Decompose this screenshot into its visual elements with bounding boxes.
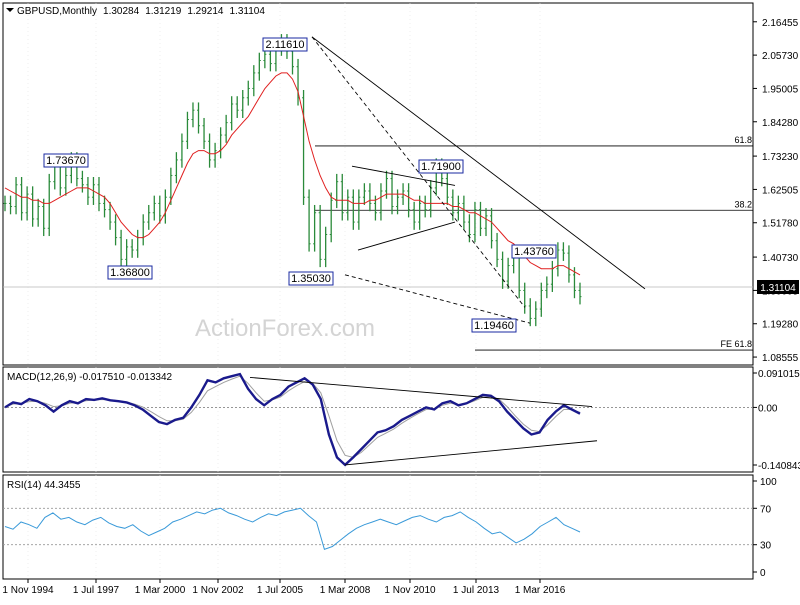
fib-level-label: FE 61.8 <box>720 339 752 349</box>
x-axis-labels: 1 Nov 1994 1 Jul 1997 1 Mar 2000 1 Nov 2002… <box>2 579 566 596</box>
swing-label-text: 1.35030 <box>291 273 331 285</box>
swing-label-text: 1.43760 <box>514 246 554 258</box>
rsi-axis-label: 70 <box>760 504 772 515</box>
swing-label-text: 1.36800 <box>110 267 150 279</box>
current-price-text: 1.31104 <box>760 283 796 294</box>
price-axis-label: 1.40730 <box>762 253 799 264</box>
swing-price-label: 1.35030 <box>288 271 334 286</box>
price-axis-label: 2.16455 <box>762 18 799 29</box>
macd-lower-trendline <box>344 440 598 466</box>
fib-level-label: 38.2 <box>734 199 752 209</box>
price-axis-label: 2.05730 <box>762 51 799 62</box>
price-axis-label: 1.95005 <box>762 84 799 95</box>
rsi-panel-frame <box>2 474 754 580</box>
price-axis-label: 1.51780 <box>762 219 799 230</box>
rsi-axis-label: 100 <box>760 477 777 488</box>
triangle-upper-line <box>351 165 456 186</box>
x-axis-label: 1 Jul 2005 <box>257 585 304 596</box>
main-trendline <box>311 36 646 290</box>
current-price-box <box>757 279 799 294</box>
price-axis-label: 1.62505 <box>762 185 799 196</box>
rsi-axis-label: 30 <box>760 541 772 552</box>
swing-label-text: 1.19460 <box>474 320 514 332</box>
swing-price-label: 1.73670 <box>43 153 89 168</box>
x-axis-label: 1 Mar 2000 <box>135 585 186 596</box>
price-axis-label: 1.08555 <box>762 353 799 364</box>
swing-label-box <box>43 153 89 168</box>
price-axis-label: 1.73230 <box>762 152 799 163</box>
ohlc-value: 1.30284 <box>103 6 140 17</box>
triangle-lower-line <box>357 221 456 251</box>
swing-price-label: 2.11610 <box>262 37 308 52</box>
swing-label-text: 1.73670 <box>46 155 86 167</box>
swing-price-label: 1.71900 <box>418 159 464 174</box>
swing-label-box <box>471 318 517 333</box>
swing-label-box <box>262 37 308 52</box>
macd-panel <box>3 372 753 467</box>
fib-level-label: 61.8 <box>734 135 752 145</box>
x-axis-label: 1 Jul 2013 <box>453 585 500 596</box>
dashed-trendline-2 <box>344 274 531 324</box>
macd-axis-label: 0.091015 <box>758 369 800 380</box>
macd-upper-trendline <box>249 376 593 408</box>
swing-price-label: 1.19460 <box>471 318 517 333</box>
macd-panel-frame <box>2 366 754 473</box>
rsi-header: RSI(14) 44.3455 <box>7 480 81 491</box>
macd-line <box>4 372 581 467</box>
x-axis-label: 1 Mar 2008 <box>320 585 371 596</box>
moving-average-line <box>4 72 581 276</box>
swing-label-box <box>288 271 334 286</box>
x-axis-label: 1 Jul 1997 <box>73 585 120 596</box>
macd-header: MACD(12,26,9) -0.017510 -0.013342 <box>7 372 173 383</box>
collapse-arrow-icon <box>6 8 14 12</box>
swing-label-text: 2.11610 <box>266 39 305 51</box>
x-axis-label: 1 Nov 1994 <box>2 585 54 596</box>
price-axis-label: 1.19280 <box>762 320 799 331</box>
swing-label-box <box>107 265 153 280</box>
rsi-panel <box>3 507 753 550</box>
swing-label-box <box>511 244 557 259</box>
macd-signal-line <box>4 375 581 458</box>
price-axis-label: 1.84280 <box>762 118 799 129</box>
price-panel-frame <box>2 2 754 366</box>
macd-axis-label: 0.00 <box>758 403 778 414</box>
rsi-line <box>4 507 581 550</box>
swing-label-text: 1.71900 <box>421 161 461 173</box>
rsi-axis-label: 0 <box>760 568 766 579</box>
swing-label-box <box>418 159 464 174</box>
symbol-header: GBPUSD,Monthly 1.30284 1.31219 1.29214 1.311… <box>17 6 265 17</box>
y-axis-labels: 2.16455 2.05730 1.95005 1.84280 1.73230 1.625… <box>753 18 800 579</box>
dotted-grid <box>27 3 541 579</box>
ohlc-value: 1.31219 <box>145 6 182 17</box>
watermark-text: ActionForex.com <box>195 315 375 342</box>
macd-axis-label: -0.140843 <box>758 461 800 472</box>
ohlc-value: 1.29214 <box>187 6 224 17</box>
price-panel: 61.8 38.2 FE 61.8 2.11610 1.73670 1.36800 1.35… <box>3 34 753 351</box>
current-price-badge: 1.31104 <box>757 279 799 294</box>
swing-price-label: 1.36800 <box>107 265 153 280</box>
x-axis-label: 1 Nov 2010 <box>384 585 436 596</box>
ohlc-value: 1.31104 <box>230 6 266 17</box>
symbol-name: GBPUSD,Monthly <box>17 6 97 17</box>
x-axis-label: 1 Mar 2016 <box>515 585 566 596</box>
panel-frames <box>2 2 754 580</box>
panel-headers: GBPUSD,Monthly 1.30284 1.31219 1.29214 1.311… <box>6 6 265 491</box>
price-panel-header: GBPUSD,Monthly 1.30284 1.31219 1.29214 1.311… <box>6 6 265 17</box>
dashed-trendline-1 <box>311 36 526 308</box>
swing-price-label: 1.43760 <box>511 244 557 259</box>
x-axis-label: 1 Nov 2002 <box>192 585 244 596</box>
